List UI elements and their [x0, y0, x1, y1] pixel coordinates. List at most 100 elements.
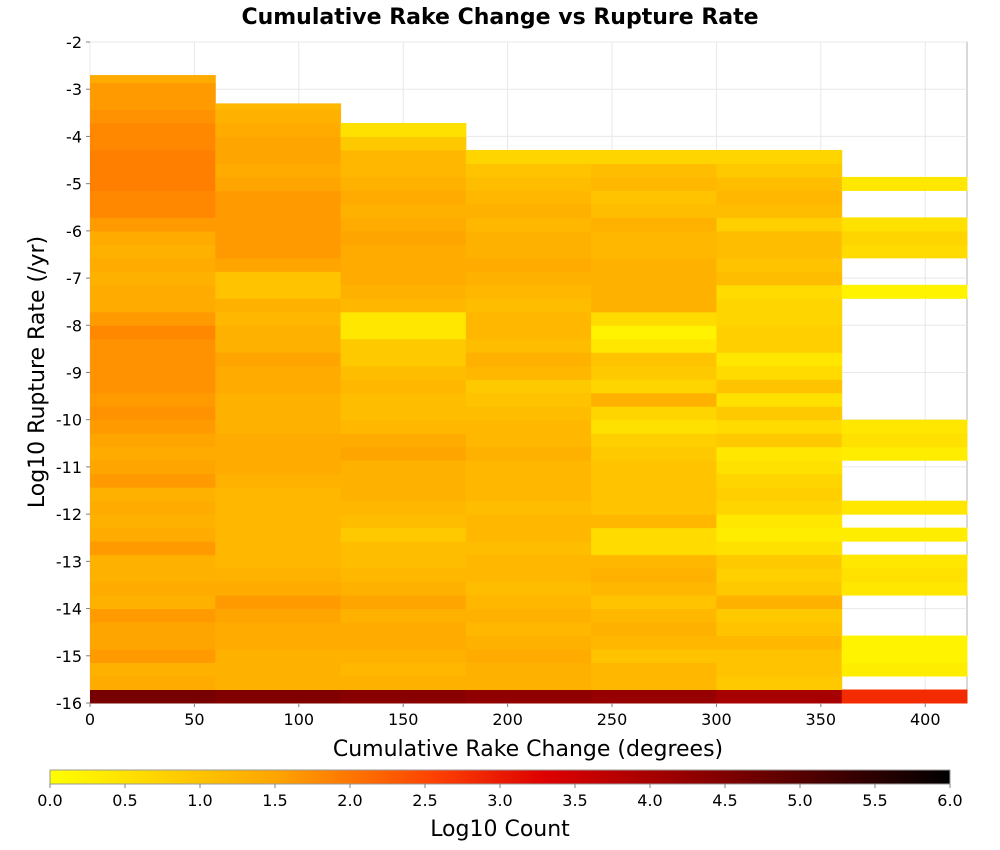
heatmap-cell: [591, 649, 717, 664]
heatmap-cell: [465, 635, 592, 650]
heatmap-cell: [90, 622, 216, 637]
heatmap-cell: [465, 230, 592, 245]
heatmap-cell: [340, 527, 467, 542]
heatmap-cell: [90, 406, 216, 421]
heatmap-cell: [465, 379, 592, 394]
heatmap-cell: [841, 581, 968, 596]
heatmap-cell: [591, 460, 717, 475]
heatmap-cell: [716, 460, 843, 475]
colorbar-tick-label: 1.0: [187, 791, 212, 810]
heatmap-cell: [215, 689, 342, 704]
heatmap-cell: [716, 568, 843, 583]
heatmap-cell: [591, 190, 717, 205]
heatmap-cell: [90, 163, 216, 178]
heatmap-cell: [340, 622, 467, 637]
heatmap-cell: [716, 527, 843, 542]
heatmap-cell: [591, 244, 717, 259]
heatmap-cell: [591, 284, 717, 299]
heatmap-cell: [340, 433, 467, 448]
heatmap-cell: [215, 608, 342, 623]
heatmap-cell: [340, 608, 467, 623]
heatmap-cell: [90, 676, 216, 691]
heatmap-cell: [716, 298, 843, 313]
heatmap-cell: [591, 635, 717, 650]
heatmap-cell: [215, 203, 342, 218]
heatmap-cell: [716, 284, 843, 299]
y-tick-label: -13: [56, 552, 82, 571]
heatmap-cell: [340, 568, 467, 583]
heatmap-cell: [340, 352, 467, 367]
heatmap-cell: [465, 149, 592, 164]
heatmap-cell: [90, 82, 216, 97]
heatmap-cell: [90, 257, 216, 272]
colorbar-tick-label: 3.0: [487, 791, 512, 810]
heatmap-cell: [90, 392, 216, 407]
heatmap-cell: [465, 527, 592, 542]
heatmap-cell: [465, 554, 592, 569]
heatmap-cell: [465, 163, 592, 178]
heatmap-cell: [90, 95, 216, 110]
heatmap-cell: [90, 217, 216, 232]
heatmap-cell: [841, 419, 968, 434]
heatmap-cell: [215, 325, 342, 340]
colorbar: [49, 769, 951, 785]
heatmap-cell: [716, 230, 843, 245]
y-tick-label: -14: [56, 600, 82, 619]
heatmap-cell: [90, 109, 216, 124]
heatmap-cell: [215, 406, 342, 421]
heatmap-cell: [90, 284, 216, 299]
heatmap-cell: [340, 649, 467, 664]
colorbar-tick-label: 5.0: [787, 791, 812, 810]
heatmap-cell: [591, 352, 717, 367]
heatmap-cell: [215, 514, 342, 529]
heatmap-cell: [465, 487, 592, 502]
heatmap-cell: [90, 419, 216, 434]
heatmap-cell: [465, 419, 592, 434]
heatmap-cell: [841, 176, 968, 191]
heatmap-cell: [591, 217, 717, 232]
heatmap-cell: [465, 460, 592, 475]
heatmap-cell: [90, 554, 216, 569]
x-axis-label: Cumulative Rake Change (degrees): [333, 737, 723, 762]
heatmap-cell: [340, 244, 467, 259]
heatmap-cell: [215, 622, 342, 637]
heatmap-cell: [340, 662, 467, 677]
y-tick-label: -5: [66, 175, 82, 194]
heatmap-cell: [215, 487, 342, 502]
heatmap-cell: [90, 122, 216, 137]
heatmap-cell: [90, 460, 216, 475]
y-tick-label: -9: [66, 364, 82, 383]
x-tick-label: 250: [597, 710, 628, 729]
heatmap-cell: [465, 662, 592, 677]
heatmap-cell: [215, 122, 342, 137]
heatmap-cell: [90, 311, 216, 326]
heatmap-cell: [716, 365, 843, 380]
heatmap-cell: [465, 676, 592, 691]
heatmap-cell: [841, 554, 968, 569]
heatmap-cell: [340, 284, 467, 299]
heatmap-cell: [465, 392, 592, 407]
heatmap-cell: [716, 419, 843, 434]
heatmap-cell: [841, 446, 968, 461]
heatmap-cell: [591, 527, 717, 542]
y-tick-label: -4: [66, 127, 82, 146]
heatmap-cell: [465, 473, 592, 488]
heatmap-cell: [90, 446, 216, 461]
heatmap-cell: [215, 338, 342, 353]
heatmap-cell: [591, 419, 717, 434]
heatmap-cell: [215, 244, 342, 259]
heatmap-cell: [215, 446, 342, 461]
heatmap-cell: [90, 271, 216, 286]
heatmap-cell: [340, 298, 467, 313]
heatmap-cell: [465, 352, 592, 367]
heatmap-cell: [591, 514, 717, 529]
x-tick-label: 400: [910, 710, 941, 729]
heatmap-cell: [716, 352, 843, 367]
heatmap-cell: [465, 514, 592, 529]
heatmap-cell: [591, 689, 717, 704]
heatmap-cell: [340, 149, 467, 164]
heatmap-cell: [90, 527, 216, 542]
heatmap-cell: [716, 325, 843, 340]
heatmap-cell: [716, 581, 843, 596]
heatmap-cell: [90, 473, 216, 488]
